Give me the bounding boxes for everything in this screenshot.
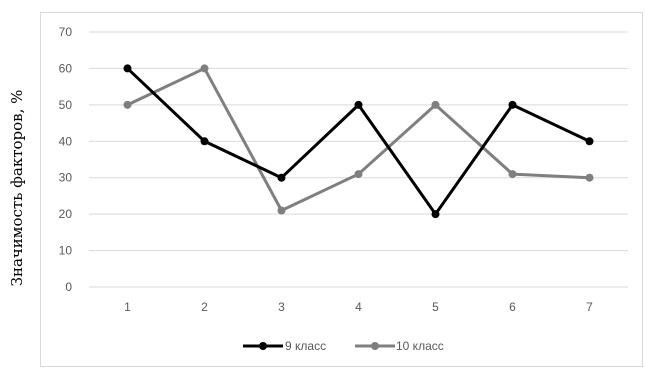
data-point (354, 100, 363, 109)
data-point (200, 64, 209, 73)
legend-swatch-marker (259, 342, 267, 350)
y-tick-label: 40 (59, 134, 73, 148)
data-point (431, 100, 440, 109)
x-tick-labels: 1 2 3 4 5 6 7 (124, 300, 593, 314)
series-line (126, 66, 591, 212)
x-tick-label: 7 (586, 300, 593, 314)
gridlines (89, 31, 628, 288)
y-tick-label: 20 (59, 207, 73, 221)
y-tick-label: 0 (65, 280, 72, 294)
data-point (508, 100, 517, 109)
y-tick-label: 30 (59, 171, 73, 185)
chart-area (40, 12, 643, 367)
data-point (277, 173, 286, 182)
y-tick-label: 10 (59, 244, 73, 258)
data-point (200, 137, 209, 146)
x-tick-label: 6 (509, 300, 516, 314)
data-point (431, 210, 440, 219)
data-point (123, 64, 132, 73)
data-point (508, 170, 517, 179)
x-tick-label: 3 (278, 300, 285, 314)
x-tick-label: 4 (355, 300, 362, 314)
series-lines (123, 64, 594, 219)
legend-label: 9 класс (285, 339, 326, 353)
legend: 9 класс 10 класс (243, 339, 444, 353)
data-point (354, 170, 363, 179)
data-point (123, 100, 132, 109)
y-tick-label: 70 (59, 25, 73, 39)
data-point (277, 206, 286, 215)
legend-label: 10 класс (396, 339, 444, 353)
legend-swatch-marker (371, 342, 379, 350)
x-tick-label: 1 (124, 300, 131, 314)
x-tick-label: 2 (201, 300, 208, 314)
y-tick-labels: 0 10 20 30 40 50 60 70 (59, 25, 73, 294)
data-point (585, 137, 594, 146)
y-tick-label: 60 (59, 61, 73, 75)
data-point (585, 173, 594, 182)
x-tick-label: 5 (432, 300, 439, 314)
y-tick-label: 50 (59, 98, 73, 112)
